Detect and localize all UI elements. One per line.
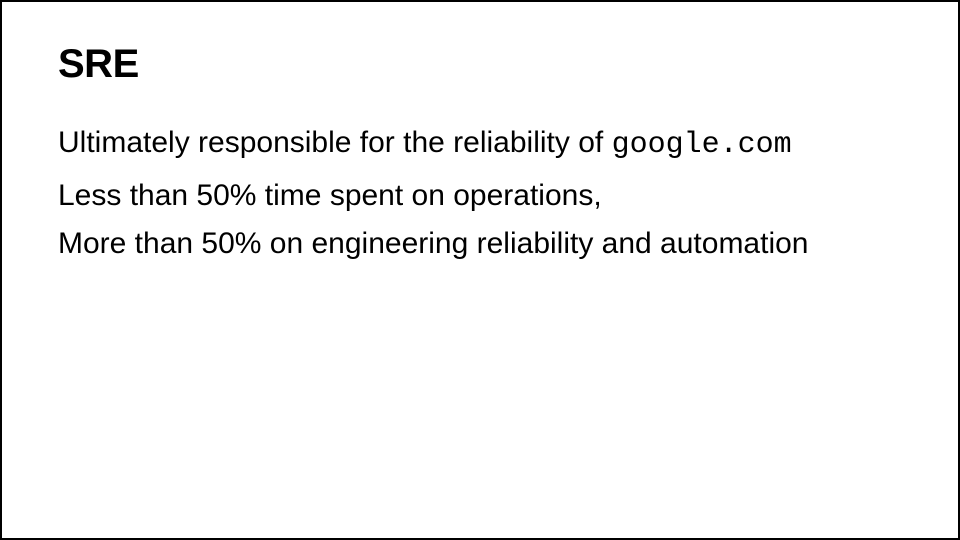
slide-line-2: Less than 50% time spent on operations, [58, 176, 902, 217]
slide-line-1-code: google.com [612, 128, 792, 162]
slide-line-1: Ultimately responsible for the reliabili… [58, 123, 902, 166]
slide-line-3: More than 50% on engineering reliability… [58, 224, 902, 265]
slide-line-1-text: Ultimately responsible for the reliabili… [58, 126, 612, 159]
slide-title: SRE [58, 42, 902, 87]
